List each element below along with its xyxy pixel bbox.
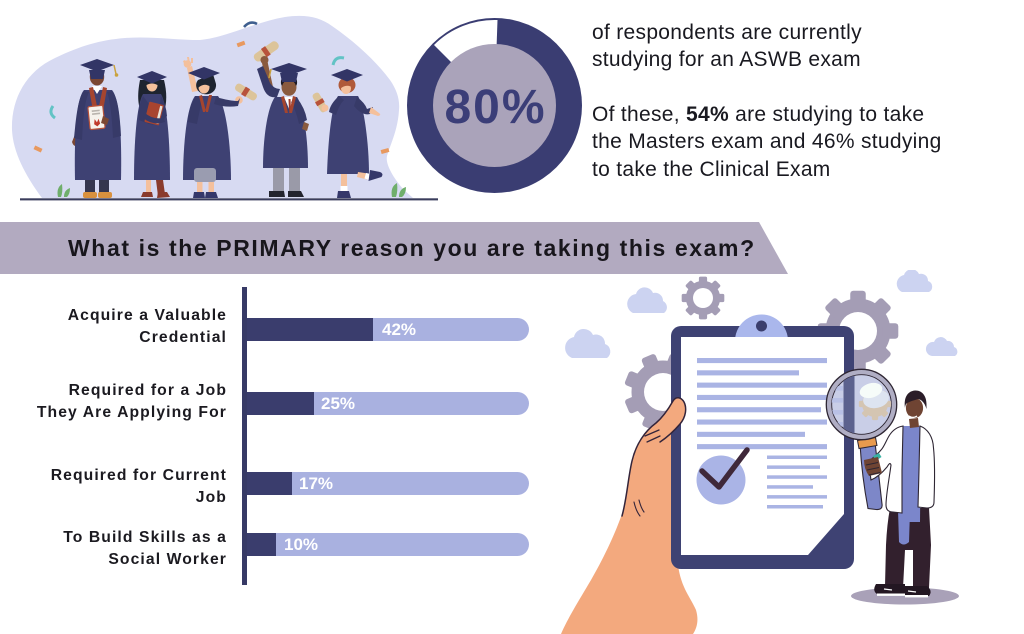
svg-text:80%: 80% <box>444 81 546 134</box>
